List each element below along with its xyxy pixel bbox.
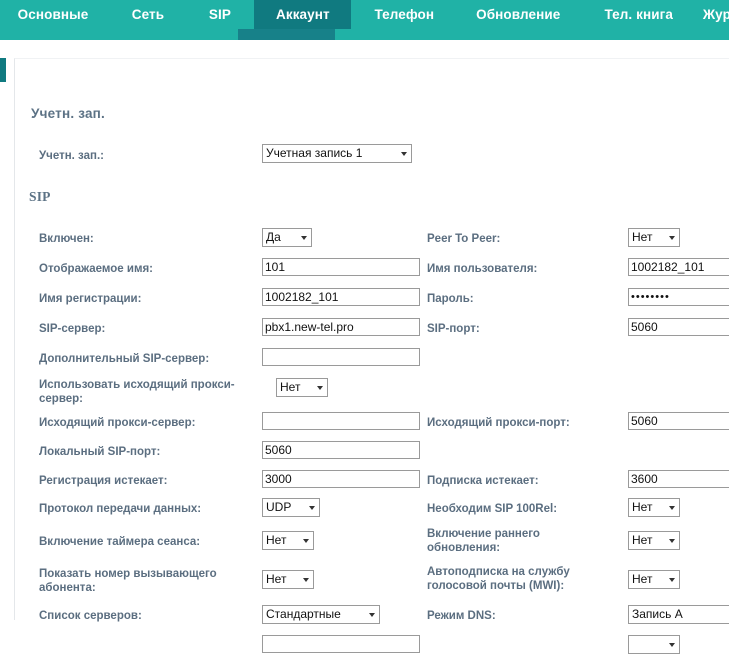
label-outbound-proxy-port: Исходящий прокси-порт: bbox=[427, 417, 570, 429]
tab-label: Основные bbox=[17, 7, 89, 22]
navigation-underbar bbox=[0, 29, 729, 40]
label-password: Пароль: bbox=[427, 293, 474, 305]
label-local-sip-port: Локальный SIP-порт: bbox=[39, 446, 161, 458]
label-account: Учетн. зап.: bbox=[39, 150, 104, 162]
section-title-sip: SIP bbox=[29, 189, 51, 204]
select-use-outbound-proxy-value: Нет bbox=[280, 380, 301, 394]
label-enabled: Включен: bbox=[39, 233, 94, 245]
label-server-list: Список серверов: bbox=[39, 610, 142, 622]
select-session-timer[interactable]: Нет bbox=[262, 531, 314, 550]
input-register-name[interactable] bbox=[262, 288, 420, 306]
chevron-down-icon bbox=[669, 577, 675, 582]
settings-panel: Учетн. зап. Учетн. зап.: Учетная запись … bbox=[14, 58, 729, 654]
input-password[interactable]: •••••••• bbox=[628, 288, 729, 306]
select-transport-value: UDP bbox=[266, 500, 292, 514]
input-display-name[interactable] bbox=[262, 258, 420, 276]
input-outbound-proxy[interactable] bbox=[262, 412, 420, 430]
select-next-row-partial[interactable] bbox=[628, 635, 680, 654]
select-enabled-value: Да bbox=[266, 230, 281, 244]
tab-label: Сеть bbox=[131, 7, 165, 22]
select-peer-to-peer-value: Нет bbox=[632, 230, 653, 244]
input-sip-server[interactable] bbox=[262, 318, 420, 336]
label-dns-mode: Режим DNS: bbox=[427, 610, 496, 622]
select-dns-mode-value: Запись А bbox=[632, 607, 683, 621]
tab-label: Телефон bbox=[374, 7, 435, 22]
input-outbound-proxy-port[interactable] bbox=[628, 412, 729, 430]
select-sip-100rel-value: Нет bbox=[632, 500, 653, 514]
tab-label: Обновление bbox=[476, 7, 561, 22]
select-session-timer-value: Нет bbox=[266, 533, 287, 547]
label-session-timer: Включение таймера сеанса: bbox=[39, 536, 201, 548]
select-show-caller-number-value: Нет bbox=[266, 572, 287, 586]
section-accent-bar bbox=[0, 58, 6, 82]
tab-sip[interactable]: SIP bbox=[190, 0, 250, 29]
select-early-update-value: Нет bbox=[632, 533, 653, 547]
label-user-name: Имя пользователя: bbox=[427, 263, 538, 275]
chevron-down-icon bbox=[309, 505, 315, 510]
select-dns-mode[interactable]: Запись А bbox=[628, 605, 729, 624]
chevron-down-icon bbox=[669, 642, 675, 647]
select-server-list-value: Стандартные bbox=[266, 607, 341, 621]
chevron-down-icon bbox=[317, 385, 323, 390]
input-local-sip-port[interactable] bbox=[262, 441, 420, 459]
tab-akkaunt[interactable]: Аккаунт bbox=[254, 0, 352, 29]
tab-label: SIP bbox=[208, 7, 231, 22]
chevron-down-icon bbox=[301, 235, 307, 240]
active-tab-indicator bbox=[238, 29, 335, 40]
tab-label: Тел. книга bbox=[604, 7, 673, 22]
select-transport[interactable]: UDP bbox=[262, 498, 320, 517]
label-second-sip-server: Дополнительный SIP-сервер: bbox=[39, 353, 210, 365]
label-display-name: Отображаемое имя: bbox=[39, 263, 153, 275]
select-mwi-subscribe-value: Нет bbox=[632, 572, 653, 586]
label-peer-to-peer: Peer To Peer: bbox=[427, 233, 501, 245]
label-register-expires: Регистрация истекает: bbox=[39, 475, 168, 487]
tab-osnovnye[interactable]: Основные bbox=[0, 0, 106, 29]
select-early-update[interactable]: Нет bbox=[628, 531, 680, 550]
chevron-down-icon bbox=[669, 235, 675, 240]
select-mwi-subscribe[interactable]: Нет bbox=[628, 570, 680, 589]
input-user-name[interactable] bbox=[628, 258, 729, 276]
select-sip-100rel[interactable]: Нет bbox=[628, 498, 680, 517]
label-early-update: Включение раннего обновления: bbox=[427, 528, 540, 554]
input-sip-port[interactable] bbox=[628, 318, 729, 336]
tab-set[interactable]: Сеть bbox=[110, 0, 185, 29]
label-transport: Протокол передачи данных: bbox=[39, 503, 202, 515]
tab-telefon[interactable]: Телефон bbox=[356, 0, 453, 29]
label-show-caller-number: Показать номер вызывающего абонента: bbox=[39, 568, 217, 594]
label-sip-port: SIP-порт: bbox=[427, 323, 480, 335]
chevron-down-icon bbox=[669, 538, 675, 543]
tab-label: Журнал bbox=[702, 7, 729, 22]
select-enabled[interactable]: Да bbox=[262, 228, 312, 247]
input-second-sip-server[interactable] bbox=[262, 348, 420, 366]
tab-obnovlenie[interactable]: Обновление bbox=[457, 0, 579, 29]
select-account-value: Учетная запись 1 bbox=[266, 146, 363, 160]
section-title-account: Учетн. зап. bbox=[31, 106, 105, 121]
chevron-down-icon bbox=[303, 577, 309, 582]
label-register-name: Имя регистрации: bbox=[39, 293, 142, 305]
input-subscribe-expires[interactable] bbox=[628, 470, 729, 488]
label-sip-server: SIP-сервер: bbox=[39, 323, 106, 335]
label-outbound-proxy: Исходящий прокси-сервер: bbox=[39, 417, 196, 429]
label-subscribe-expires: Подписка истекает: bbox=[427, 475, 539, 487]
chevron-down-icon bbox=[369, 612, 375, 617]
page-body: Учетн. зап. Учетн. зап.: Учетная запись … bbox=[0, 40, 729, 654]
label-mwi-subscribe: Автоподписка на службу голосовой почты (… bbox=[427, 566, 570, 592]
select-peer-to-peer[interactable]: Нет bbox=[628, 228, 680, 247]
input-register-expires[interactable] bbox=[262, 470, 420, 488]
select-use-outbound-proxy[interactable]: Нет bbox=[276, 378, 328, 397]
select-server-list[interactable]: Стандартные bbox=[262, 605, 380, 624]
select-show-caller-number[interactable]: Нет bbox=[262, 570, 314, 589]
label-use-outbound-proxy: Использовать исходящий прокси-сервер: bbox=[39, 379, 235, 405]
label-sip-100rel: Необходим SIP 100Rel: bbox=[427, 503, 558, 515]
select-account[interactable]: Учетная запись 1 bbox=[262, 144, 412, 163]
main-navigation: Основные Сеть SIP Аккаунт Телефон Обновл… bbox=[0, 0, 729, 29]
chevron-down-icon bbox=[303, 538, 309, 543]
chevron-down-icon bbox=[669, 505, 675, 510]
input-next-row-partial[interactable] bbox=[262, 635, 420, 653]
chevron-down-icon bbox=[401, 151, 407, 156]
tab-tel-kniga[interactable]: Тел. книга bbox=[584, 0, 694, 29]
tab-zhurnal[interactable]: Журнал bbox=[698, 0, 729, 29]
tab-label: Аккаунт bbox=[275, 7, 330, 22]
